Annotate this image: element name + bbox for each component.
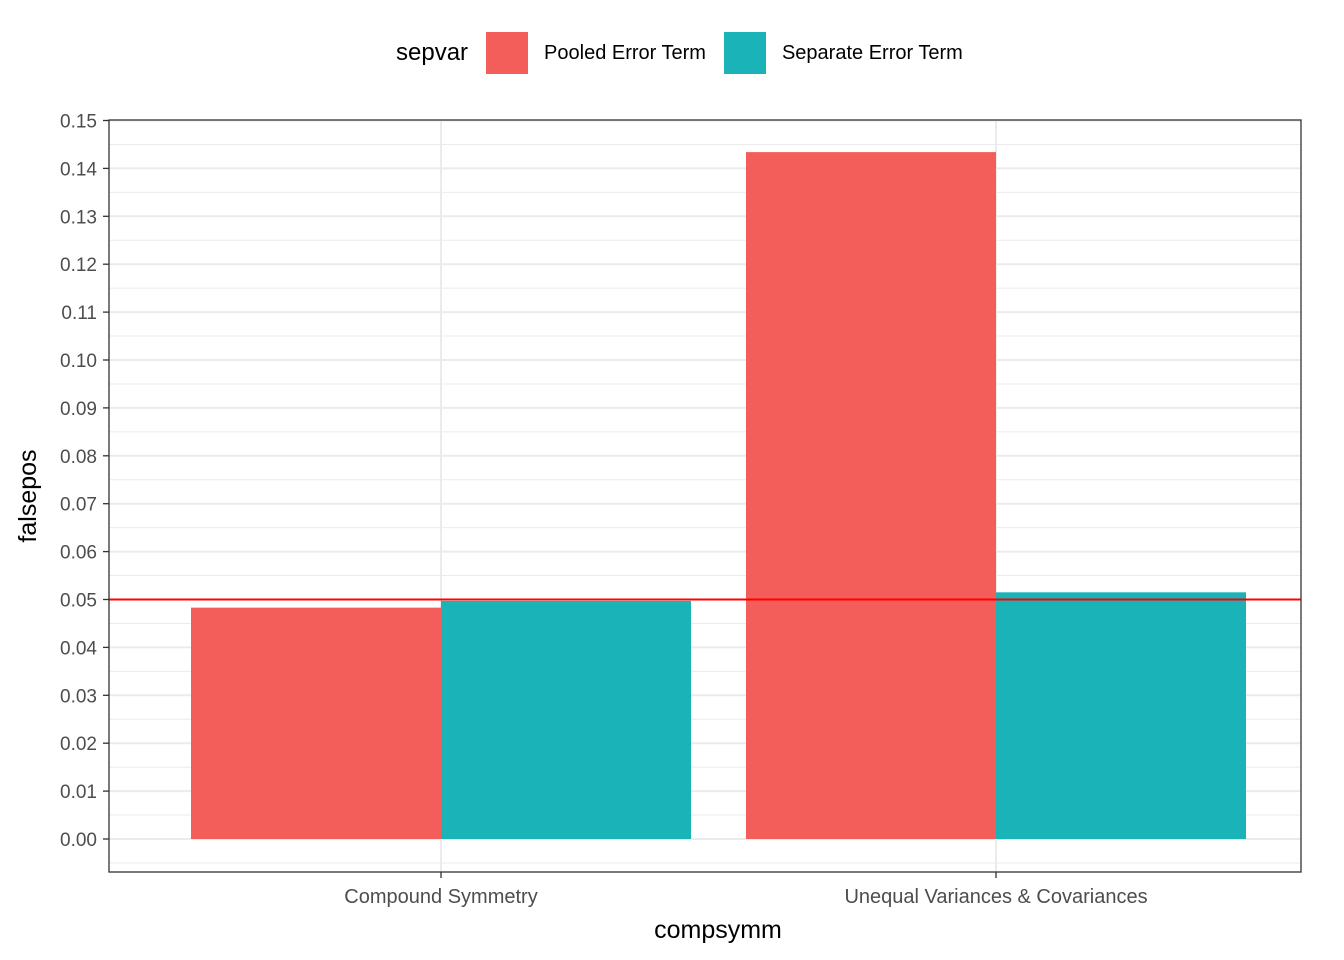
y-tick-label: 0.09 xyxy=(60,399,97,420)
bar-separate-compound-symmetry xyxy=(441,600,691,839)
x-axis: Compound Symmetry Unequal Variances & Cov… xyxy=(344,872,1148,908)
y-tick-label: 0.13 xyxy=(60,207,97,228)
y-tick-label: 0.10 xyxy=(60,351,97,372)
x-tick-label: Unequal Variances & Covariances xyxy=(844,886,1147,908)
panel-border xyxy=(108,119,1302,873)
bar-pooled-unequal-variances xyxy=(746,152,996,839)
y-tick-label: 0.07 xyxy=(60,495,97,516)
y-tick-label: 0.14 xyxy=(60,159,97,180)
y-axis: 0.00 0.01 0.02 0.03 0.04 0.05 0.06 0.07 0.08 0.09… xyxy=(60,112,109,851)
y-axis-title: falsepos xyxy=(14,449,42,542)
bars xyxy=(191,152,1246,839)
legend-key-separate xyxy=(723,32,766,74)
x-tick-label: Compound Symmetry xyxy=(344,886,537,908)
legend-item-pooled: Pooled Error Term xyxy=(486,32,706,74)
y-tick-label: 0.05 xyxy=(60,591,97,612)
legend-title: sepvar xyxy=(396,39,469,66)
legend-label-pooled: Pooled Error Term xyxy=(544,41,706,64)
y-tick-label: 0.04 xyxy=(60,638,97,659)
y-tick-label: 0.12 xyxy=(60,255,97,276)
bar-pooled-compound-symmetry xyxy=(191,607,441,839)
y-tick-label: 0.06 xyxy=(60,543,97,564)
legend-label-separate: Separate Error Term xyxy=(781,41,963,64)
x-axis-title: compsymm xyxy=(654,916,782,944)
legend-item-separate: Separate Error Term xyxy=(723,32,963,74)
y-tick-label: 0.01 xyxy=(60,782,97,803)
y-tick-label: 0.08 xyxy=(60,447,97,468)
legend-key-pooled xyxy=(486,32,529,74)
y-tick-label: 0.11 xyxy=(61,303,97,324)
bar-separate-unequal-variances xyxy=(996,592,1246,839)
y-tick-label: 0.03 xyxy=(60,686,97,707)
y-tick-label: 0.00 xyxy=(60,830,97,851)
legend: sepvar Pooled Error Term Separate Error … xyxy=(396,32,981,74)
y-tick-label: 0.15 xyxy=(60,112,97,133)
y-tick-label: 0.02 xyxy=(60,734,97,755)
